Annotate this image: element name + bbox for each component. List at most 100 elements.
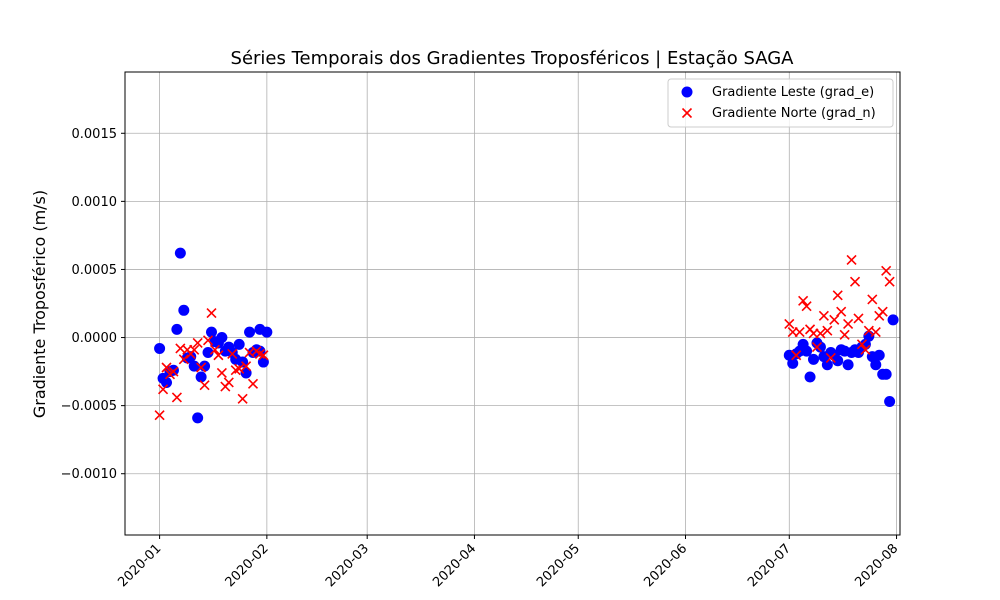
grad-n-point xyxy=(839,329,850,340)
grad-e-point xyxy=(257,356,269,368)
grad-n-point xyxy=(154,410,165,421)
legend-label-grad-e: Gradiente Leste (grad_e) xyxy=(712,85,874,100)
series-grad-e xyxy=(154,247,899,424)
grid-lines xyxy=(125,72,900,535)
plot-area xyxy=(124,71,901,536)
grad-n-point xyxy=(157,384,169,395)
grad-n-point xyxy=(258,350,269,361)
grad-e-point xyxy=(801,345,813,357)
grad-e-point xyxy=(185,351,197,363)
grad-n-point xyxy=(849,276,861,287)
legend-marker-grad-e xyxy=(681,86,693,98)
grad-n-point xyxy=(247,378,259,389)
grad-e-point xyxy=(202,347,214,359)
legend-marker-grad-n xyxy=(681,107,693,119)
grad-e-point xyxy=(178,304,190,316)
grad-n-point xyxy=(227,348,238,359)
grad-n-point xyxy=(213,350,224,361)
grad-n-point xyxy=(206,307,217,319)
grad-e-point xyxy=(808,353,820,365)
grad-e-point xyxy=(233,338,245,350)
grad-n-point xyxy=(171,392,182,403)
x-tick-label: 2020-05 xyxy=(534,541,583,590)
grad-n-point xyxy=(818,310,829,321)
y-tick-label: 0.0000 xyxy=(72,331,118,346)
grad-e-point xyxy=(870,359,882,371)
grad-n-point xyxy=(178,354,189,365)
grad-e-point xyxy=(873,349,885,361)
grad-n-point xyxy=(853,313,864,324)
grad-n-point xyxy=(870,327,881,338)
grad-e-point xyxy=(244,326,256,338)
legend: Gradiente Leste (grad_e) Gradiente Norte… xyxy=(667,78,894,128)
grad-n-point xyxy=(168,366,179,377)
y-tick-label: 0.0005 xyxy=(72,263,118,278)
grad-n-point xyxy=(867,294,878,305)
grad-n-point xyxy=(199,380,210,391)
grad-e-point xyxy=(240,367,252,379)
legend-x-glyph xyxy=(681,107,693,119)
y-tick-label: −0.0005 xyxy=(61,399,117,414)
grad-n-point xyxy=(192,337,203,349)
grad-n-point xyxy=(856,339,868,350)
grad-e-point xyxy=(842,359,854,371)
grad-n-point xyxy=(843,318,854,329)
grad-n-point xyxy=(784,318,795,329)
grad-n-point xyxy=(791,350,802,361)
grad-e-point xyxy=(205,326,217,338)
grad-n-point xyxy=(196,362,207,373)
grad-n-point xyxy=(801,301,812,312)
y-tick-label: 0.0015 xyxy=(72,127,118,142)
grad-n-point xyxy=(241,361,252,372)
grad-n-point xyxy=(815,328,826,339)
grad-e-point xyxy=(195,371,207,383)
grad-n-point xyxy=(877,306,888,317)
grad-e-point xyxy=(161,376,173,388)
grad-n-point xyxy=(811,342,823,353)
grad-e-point xyxy=(887,314,899,326)
grad-e-point xyxy=(814,341,826,353)
x-tick-label: 2020-07 xyxy=(745,541,794,590)
grad-e-point xyxy=(884,396,896,408)
x-tick-label: 2020-06 xyxy=(641,541,690,590)
grad-n-point xyxy=(794,327,805,338)
grad-e-point xyxy=(821,359,833,371)
grad-e-point xyxy=(804,371,816,383)
legend-label-grad-n: Gradiente Norte (grad_n) xyxy=(712,106,876,121)
grad-n-point xyxy=(161,362,172,373)
grad-n-point xyxy=(825,352,836,364)
grad-n-point xyxy=(798,295,809,306)
x-tick-label: 2020-04 xyxy=(430,541,479,590)
grad-n-point xyxy=(829,314,840,325)
grad-n-point xyxy=(836,306,847,317)
x-tick-label: 2020-02 xyxy=(223,541,272,590)
grad-n-point xyxy=(822,325,833,336)
grad-n-point xyxy=(846,254,857,265)
grad-n-point xyxy=(884,276,895,287)
grad-e-point xyxy=(261,326,273,338)
y-tick-label: 0.0010 xyxy=(72,195,118,210)
y-tick-label: −0.0010 xyxy=(61,467,117,482)
grad-n-point xyxy=(202,335,214,346)
grad-e-point xyxy=(192,412,204,424)
grad-e-point xyxy=(216,332,228,344)
grad-n-point xyxy=(254,348,265,359)
grad-e-point xyxy=(174,247,186,259)
chart-title: Séries Temporais dos Gradientes Troposfé… xyxy=(231,48,795,69)
grad-n-point xyxy=(237,393,248,404)
legend-box xyxy=(667,78,894,128)
grad-e-point xyxy=(171,323,183,335)
x-tick-label: 2020-03 xyxy=(323,541,372,590)
grad-e-point xyxy=(880,368,892,380)
grad-n-point xyxy=(189,344,200,355)
x-tick-label: 2020-01 xyxy=(115,541,164,590)
grad-n-point xyxy=(230,365,241,376)
grad-n-point xyxy=(234,363,245,374)
grad-n-point xyxy=(832,290,843,301)
grad-n-point xyxy=(860,344,871,355)
grad-n-point xyxy=(216,367,227,379)
y-axis-label: Gradiente Troposférico (m/s) xyxy=(30,190,49,418)
grad-n-point xyxy=(881,265,892,276)
grad-n-point xyxy=(209,344,221,355)
